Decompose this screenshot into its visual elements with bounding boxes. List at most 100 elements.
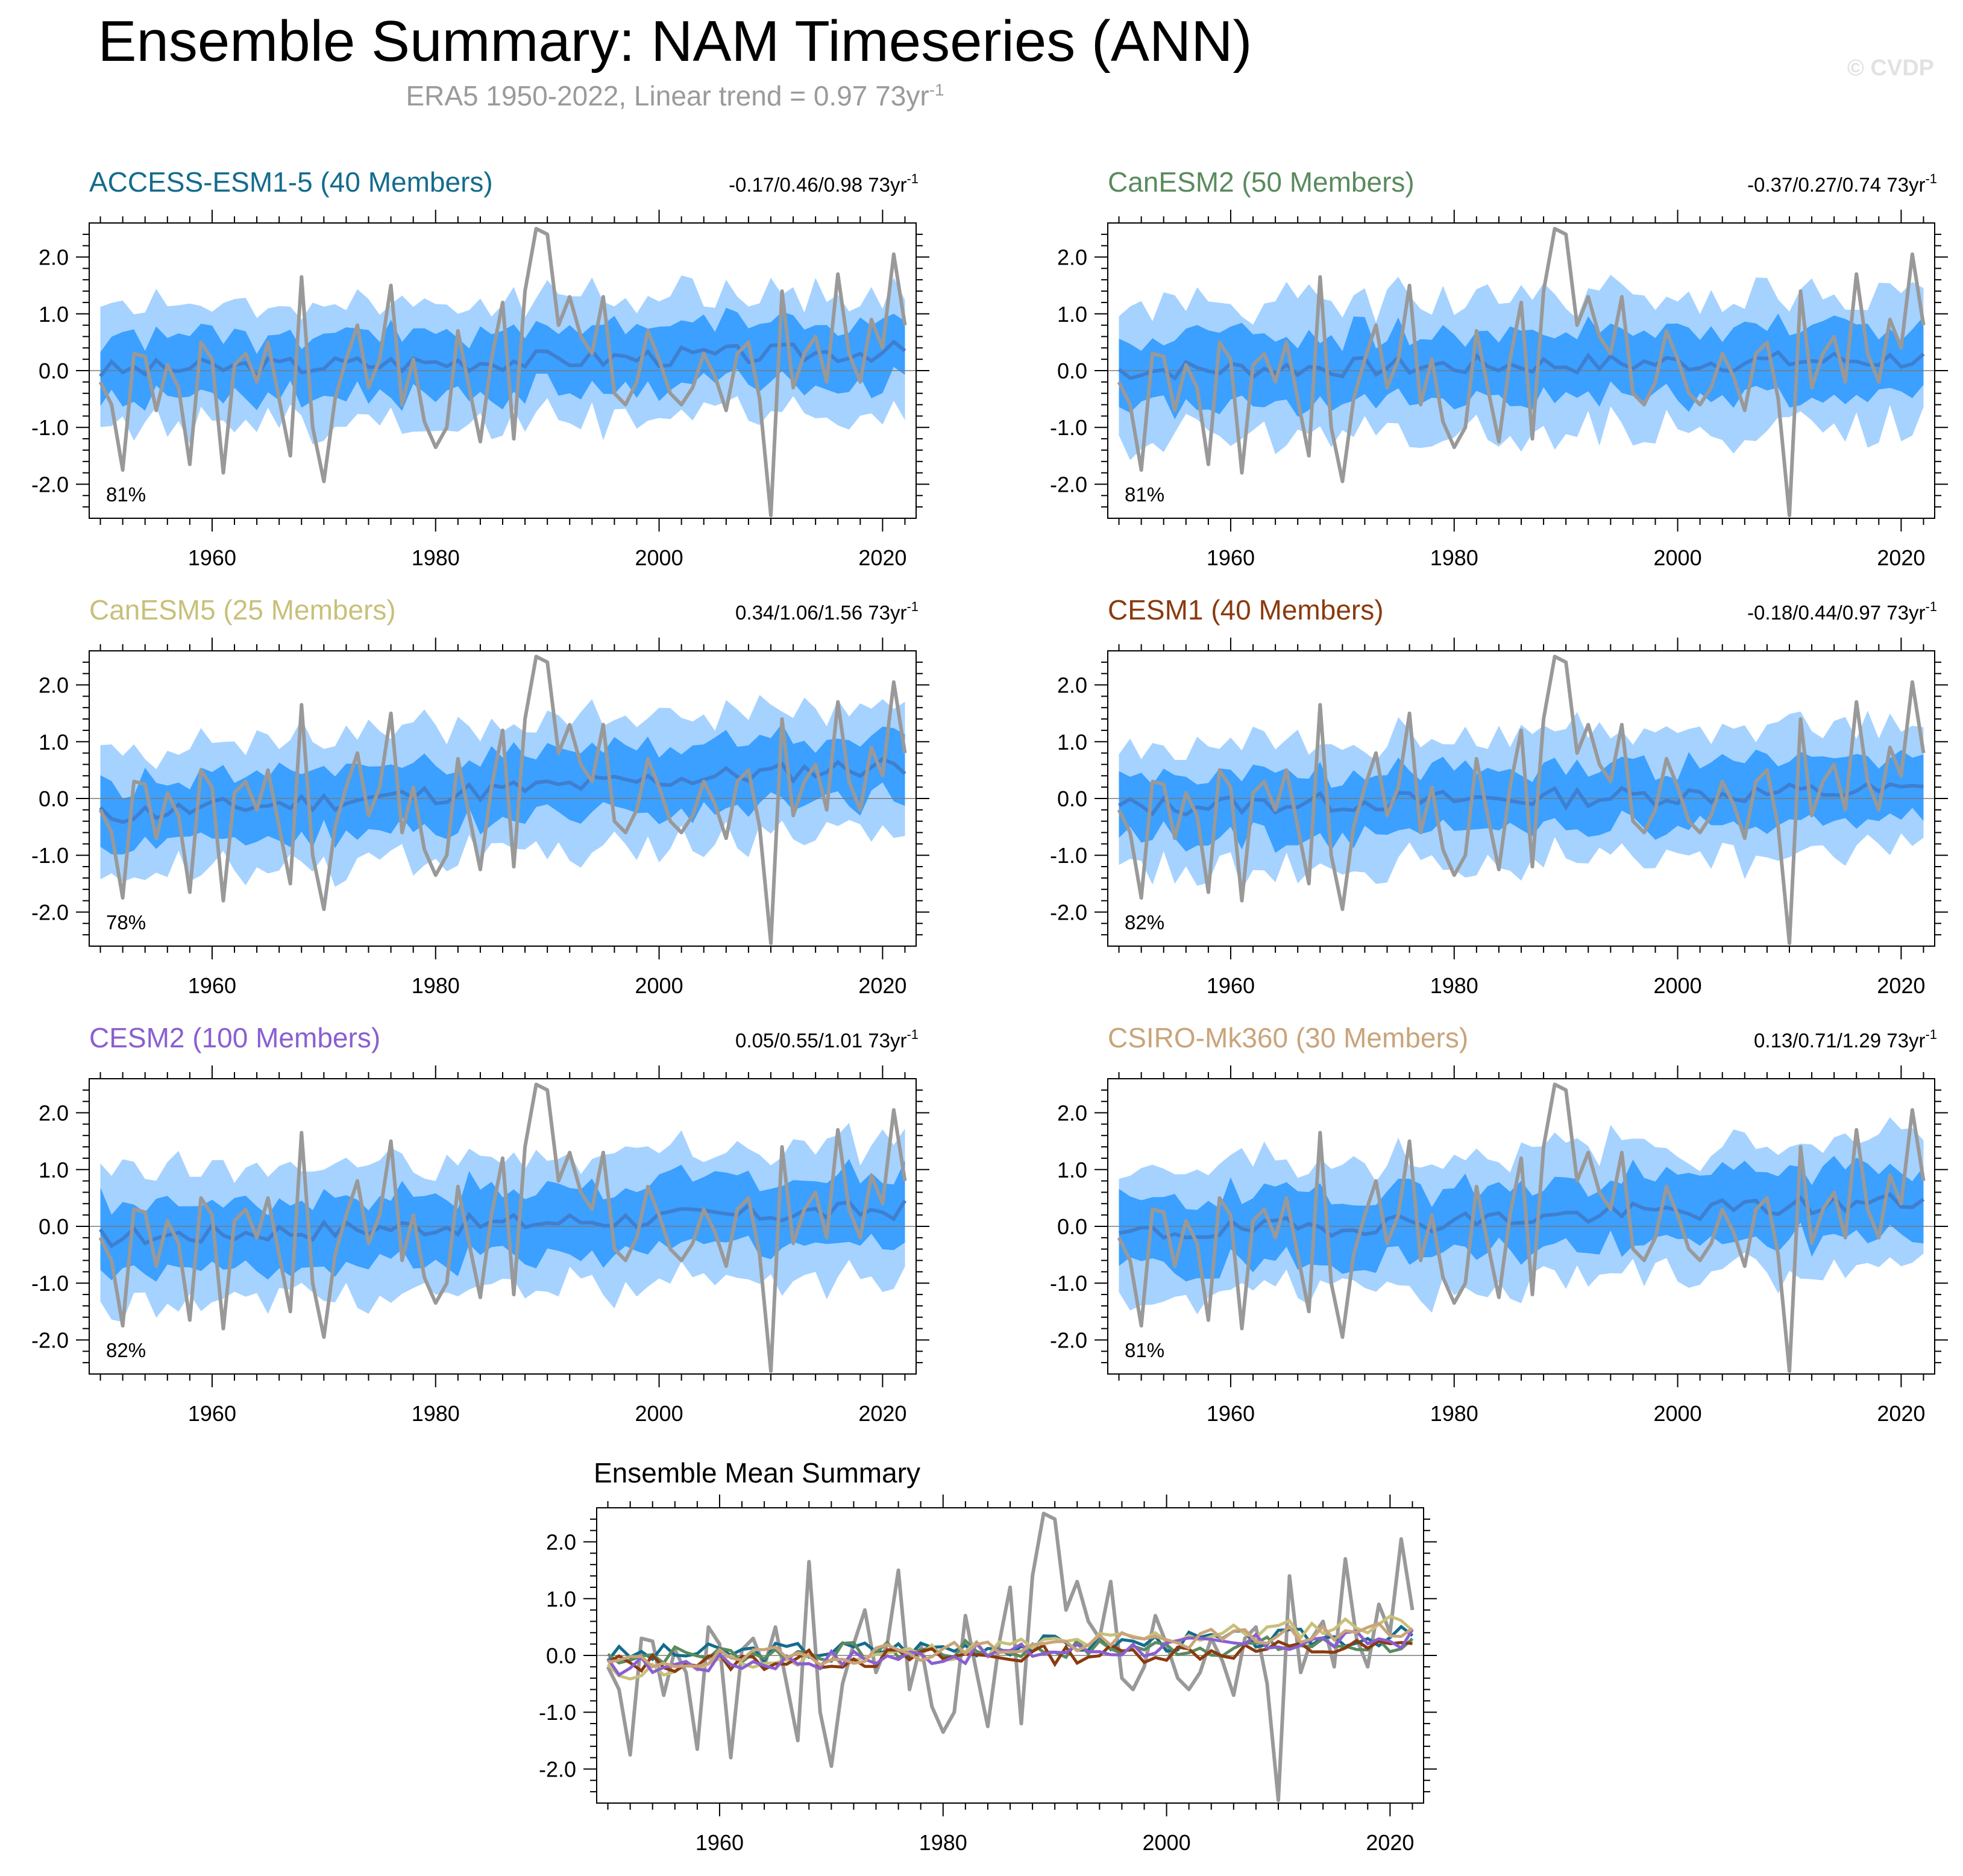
panel-0-ytick-label: -2.0 [31, 472, 69, 497]
panel-4-trend-text: 0.05/0.55/1.01 73yr-1 [735, 1027, 919, 1052]
panel-4-trend-exponent: -1 [906, 1027, 919, 1042]
panel-2-xtick-label: 2020 [858, 973, 906, 998]
panel-0-ytick-label: 1.0 [39, 302, 69, 327]
panel-3-observation-line [1117, 654, 1926, 946]
panel-3-xtick-label: 2000 [1654, 973, 1702, 998]
panel-3-xtick-label: 1980 [1430, 973, 1478, 998]
page-subtitle: ERA5 1950-2022, Linear trend = 0.97 73yr… [0, 80, 1350, 112]
panel-3-title: CESM1 (40 Members) [1108, 594, 1384, 626]
panel-5-observation-line [1117, 1082, 1926, 1373]
summary-series-5-line [608, 1621, 1413, 1669]
panel-3-xtick-label: 1960 [1207, 973, 1255, 998]
panel-4-xtick-label: 1960 [188, 1401, 236, 1426]
panel-5-xtick-label: 2000 [1654, 1401, 1702, 1426]
panel-2-title: CanESM5 (25 Members) [89, 594, 396, 626]
panel-5-trend-exponent: -1 [1925, 1027, 1937, 1042]
panel-5-ytick-label: 1.0 [1057, 1158, 1087, 1182]
panel-5-ytick-label: -1.0 [1050, 1271, 1087, 1296]
panel-1-ytick-label: -1.0 [1050, 415, 1087, 440]
panel-5-inner-spread-band [1119, 1156, 1924, 1282]
summary-series-3-line [607, 1639, 1413, 1674]
panel-0-ytick-label: -1.0 [31, 415, 69, 440]
panel-3-ytick-label: 2.0 [1057, 673, 1087, 698]
panel-3-ytick-label: 1.0 [1057, 730, 1087, 754]
panel-4-ytick-label: 2.0 [39, 1101, 69, 1126]
panel-0-observation-line [98, 227, 907, 518]
summary-ytick-label: -2.0 [539, 1757, 576, 1781]
panel-5-percent-label: 81% [1125, 1339, 1164, 1361]
panel-0-title: ACCESS-ESM1-5 (40 Members) [89, 166, 493, 198]
cvdp-watermark: © CVDP [1847, 55, 1934, 81]
panel-5-xtick-label: 1960 [1207, 1401, 1255, 1426]
panel-5-ytick-label: -2.0 [1050, 1328, 1087, 1352]
panel-4-ensemble-mean-line [99, 1199, 907, 1249]
panel-5-trend-value: 0.13/0.71/1.29 73yr [1754, 1029, 1925, 1052]
panel-3-trend-text: -0.18/0.44/0.97 73yr-1 [1747, 599, 1937, 624]
panel-2-percent-label: 78% [106, 911, 146, 933]
panel-1-trend-exponent: -1 [1925, 171, 1937, 186]
panel-2-xtick-label: 2000 [635, 973, 683, 998]
summary-series-2-line [606, 1614, 1414, 1681]
panel-0-trend-value: -0.17/0.46/0.98 73yr [729, 174, 906, 196]
panel-4-percent-label: 82% [106, 1339, 146, 1361]
summary-ytick-label: 1.0 [546, 1587, 576, 1611]
panel-5-ytick-label: 0.0 [1057, 1214, 1087, 1239]
panel-1-ytick-label: 0.0 [1057, 359, 1087, 383]
panel-0-xtick-label: 2000 [635, 545, 683, 570]
subtitle-text: ERA5 1950-2022, Linear trend = 0.97 73yr [406, 80, 929, 111]
panel-2-trend-value: 0.34/1.06/1.56 73yr [735, 601, 906, 624]
panel-2-ytick-label: -2.0 [31, 900, 69, 924]
panel-1-observation-line [1117, 227, 1926, 518]
panel-1-ytick-label: 2.0 [1057, 245, 1087, 270]
panel-2-xtick-label: 1960 [188, 973, 236, 998]
panel-0-trend-exponent: -1 [906, 171, 919, 186]
panel-1-trend-text: -0.37/0.27/0.74 73yr-1 [1747, 171, 1937, 196]
panel-5-xtick-label: 2020 [1877, 1401, 1925, 1426]
panel-2-ytick-label: 0.0 [39, 786, 69, 811]
panel-2-trend-exponent: -1 [906, 599, 919, 614]
subtitle-exponent: -1 [929, 80, 944, 99]
panel-5-title: CSIRO-Mk360 (30 Members) [1108, 1022, 1468, 1053]
panel-4-ytick-label: -1.0 [31, 1271, 69, 1296]
summary-xtick-label: 1980 [919, 1830, 967, 1855]
panel-3-trend-exponent: -1 [1925, 599, 1937, 614]
panel-4: 1960 1980 2000 2020 2.0 1.0 0.0 -1.0 -2.0 CESM2 (… [31, 1022, 929, 1426]
summary-ytick-label: 0.0 [546, 1643, 576, 1668]
panel-3-ytick-label: -2.0 [1050, 900, 1087, 924]
panel-4-title: CESM2 (100 Members) [89, 1022, 380, 1053]
panel-4-ytick-label: 0.0 [39, 1214, 69, 1239]
panel-1-xtick-label: 1980 [1430, 545, 1478, 570]
panel-5: 1960 1980 2000 2020 2.0 1.0 0.0 -1.0 -2.0 CSIRO-M… [1050, 1022, 1948, 1426]
panel-0: 1960 1980 2000 2020 2.0 1.0 0.0 -1.0 -2.0 ACCESS-… [31, 166, 929, 570]
panel-0-ytick-label: 0.0 [39, 359, 69, 383]
panel-3-ytick-label: -1.0 [1050, 843, 1087, 868]
panel-2-trend-text: 0.34/1.06/1.56 73yr-1 [735, 599, 919, 624]
panel-3-ytick-label: 0.0 [1057, 786, 1087, 811]
panel-1-title: CanESM2 (50 Members) [1108, 166, 1415, 198]
panel-0-xtick-label: 2020 [858, 545, 906, 570]
panel-0-percent-label: 81% [106, 483, 146, 506]
panel-3-xtick-label: 2020 [1877, 973, 1925, 998]
panel-4-ytick-label: -2.0 [31, 1328, 69, 1352]
panel-2-observation-line [98, 654, 907, 946]
panel-5-xtick-label: 1980 [1430, 1401, 1478, 1426]
panel-4-ytick-label: 1.0 [39, 1158, 69, 1182]
panel-4-observation-line [98, 1082, 907, 1373]
panel-5-ytick-label: 2.0 [1057, 1101, 1087, 1126]
summary-xtick-label: 2000 [1143, 1830, 1191, 1855]
panel-1-xtick-label: 2000 [1654, 545, 1702, 570]
summary-xtick-label: 2020 [1366, 1830, 1414, 1855]
summary-panel: 1960 1980 2000 2020 2.0 1.0 0.0 -1.0 -2.0 Ensembl… [539, 1457, 1437, 1855]
panel-1-xtick-label: 1960 [1207, 545, 1255, 570]
panel-2-xtick-label: 1980 [412, 973, 460, 998]
panel-4-xtick-label: 1980 [412, 1401, 460, 1426]
panel-1-ytick-label: 1.0 [1057, 302, 1087, 327]
panel-0-ytick-label: 2.0 [39, 245, 69, 270]
panel-0-inner-spread-band [100, 307, 905, 411]
panel-2-ytick-label: -1.0 [31, 843, 69, 868]
panel-1-ytick-label: -2.0 [1050, 472, 1087, 497]
panel-1: 1960 1980 2000 2020 2.0 1.0 0.0 -1.0 -2.0 CanESM2… [1050, 166, 1948, 570]
panel-3-trend-value: -0.18/0.44/0.97 73yr [1747, 601, 1925, 624]
panel-1-trend-value: -0.37/0.27/0.74 73yr [1747, 174, 1925, 196]
